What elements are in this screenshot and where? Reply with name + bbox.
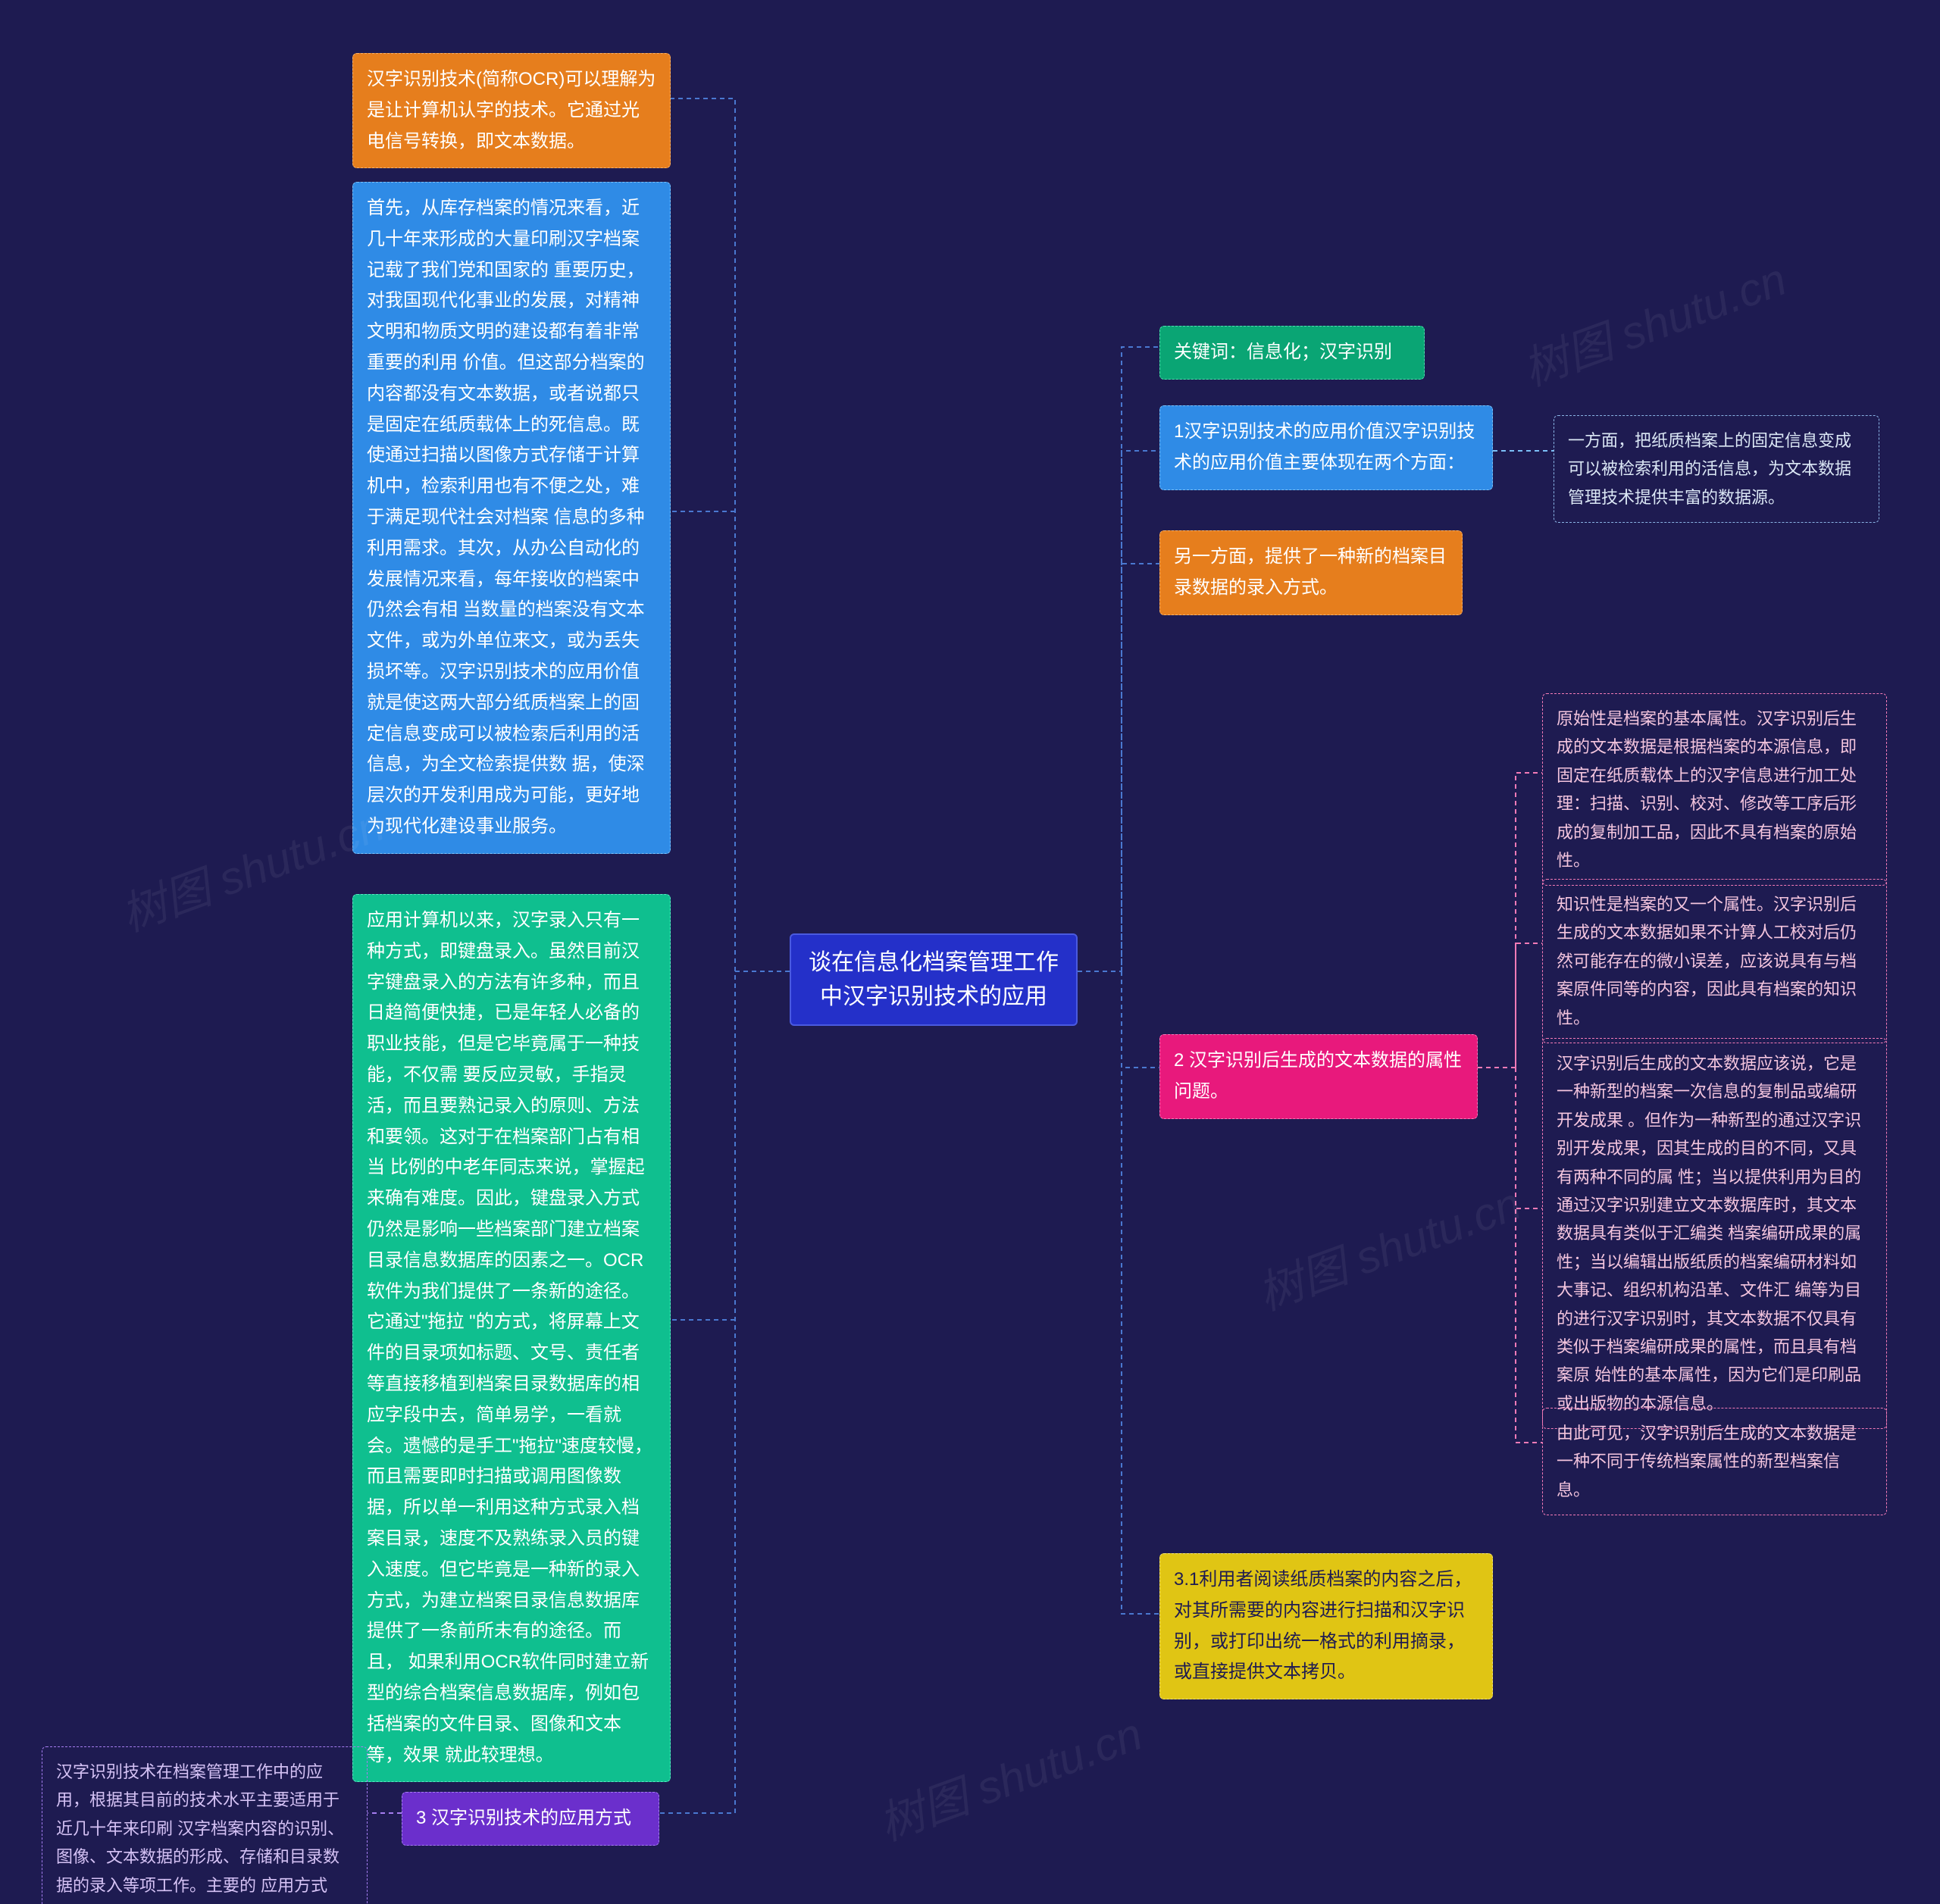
keyword-node: 关键词：信息化；汉字识别: [1159, 326, 1425, 380]
watermark: 树图 shutu.cn: [1247, 1167, 1529, 1323]
root-text: 谈在信息化档案管理工作中汉字识别技术的应用: [809, 950, 1059, 1009]
ocr-green-node: 应用计算机以来，汉字录入只有一种方式，即键盘录入。虽然目前汉字键盘录入的方法有许…: [352, 894, 671, 1782]
ocr-green-text: 应用计算机以来，汉字录入只有一种方式，即键盘录入。虽然目前汉字键盘录入的方法有许…: [367, 910, 652, 1765]
section1-sub-node: 一方面，把纸质档案上的固定信息变成可以被检索利用的活信息，为文本数据管理技术提供…: [1554, 415, 1879, 523]
watermark: 树图 shutu.cn: [868, 1697, 1150, 1853]
section2-sub-2-text: 汉字识别后生成的文本数据应该说，它是一种新型的档案一次信息的复制品或编研开发成果…: [1557, 1054, 1861, 1413]
section1-node: 1汉字识别技术的应用价值汉字识别技术的应用价值主要体现在两个方面：: [1159, 405, 1493, 490]
section1b-text: 另一方面，提供了一种新的档案目录数据的录入方式。: [1174, 546, 1447, 598]
section3b-text: 3 汉字识别技术的应用方式: [416, 1808, 631, 1828]
ocr-blue-node: 首先，从库存档案的情况来看，近几十年来形成的大量印刷汉字档案记载了我们党和国家的…: [352, 182, 671, 854]
section2-sub-0: 原始性是档案的基本属性。汉字识别后生成的文本数据是根据档案的本源信息，即固定在纸…: [1542, 693, 1887, 886]
watermark: 树图 shutu.cn: [111, 788, 392, 944]
section3b-sub-text: 汉字识别技术在档案管理工作中的应用，根据其目前的技术水平主要适用于近几十年来印刷…: [56, 1762, 344, 1904]
section2-sub-3-text: 由此可见，汉字识别后生成的文本数据是一种不同于传统档案属性的新型档案信息。: [1557, 1424, 1857, 1499]
ocr-orange-node: 汉字识别技术(简称OCR)可以理解为是让计算机认字的技术。它通过光电信号转换，即…: [352, 53, 671, 168]
keyword-text: 关键词：信息化；汉字识别: [1174, 342, 1392, 362]
section2-sub-2: 汉字识别后生成的文本数据应该说，它是一种新型的档案一次信息的复制品或编研开发成果…: [1542, 1038, 1887, 1429]
section2-node: 2 汉字识别后生成的文本数据的属性问题。: [1159, 1034, 1478, 1119]
ocr-orange-text: 汉字识别技术(简称OCR)可以理解为是让计算机认字的技术。它通过光电信号转换，即…: [367, 69, 656, 152]
section2-text: 2 汉字识别后生成的文本数据的属性问题。: [1174, 1050, 1462, 1102]
section3b-node: 3 汉字识别技术的应用方式: [402, 1792, 659, 1846]
section3-node: 3.1利用者阅读纸质档案的内容之后，对其所需要的内容进行扫描和汉字识别，或打印出…: [1159, 1553, 1493, 1699]
ocr-blue-text: 首先，从库存档案的情况来看，近几十年来形成的大量印刷汉字档案记载了我们党和国家的…: [367, 198, 645, 836]
section3-text: 3.1利用者阅读纸质档案的内容之后，对其所需要的内容进行扫描和汉字识别，或打印出…: [1174, 1569, 1472, 1682]
watermark: 树图 shutu.cn: [1513, 242, 1794, 399]
section2-sub-1: 知识性是档案的又一个属性。汉字识别后生成的文本数据如果不计算人工校对后仍然可能存…: [1542, 879, 1887, 1043]
section1b-node: 另一方面，提供了一种新的档案目录数据的录入方式。: [1159, 530, 1463, 615]
section2-sub-3: 由此可见，汉字识别后生成的文本数据是一种不同于传统档案属性的新型档案信息。: [1542, 1408, 1887, 1515]
section1-sub-text: 一方面，把纸质档案上的固定信息变成可以被检索利用的活信息，为文本数据管理技术提供…: [1568, 431, 1851, 507]
section1-text: 1汉字识别技术的应用价值汉字识别技术的应用价值主要体现在两个方面：: [1174, 421, 1475, 473]
section2-sub-0-text: 原始性是档案的基本属性。汉字识别后生成的文本数据是根据档案的本源信息，即固定在纸…: [1557, 709, 1857, 870]
section2-sub-1-text: 知识性是档案的又一个属性。汉字识别后生成的文本数据如果不计算人工校对后仍然可能存…: [1557, 895, 1857, 1027]
section3b-sub-node: 汉字识别技术在档案管理工作中的应用，根据其目前的技术水平主要适用于近几十年来印刷…: [42, 1746, 368, 1904]
root-node: 谈在信息化档案管理工作中汉字识别技术的应用: [790, 933, 1078, 1026]
